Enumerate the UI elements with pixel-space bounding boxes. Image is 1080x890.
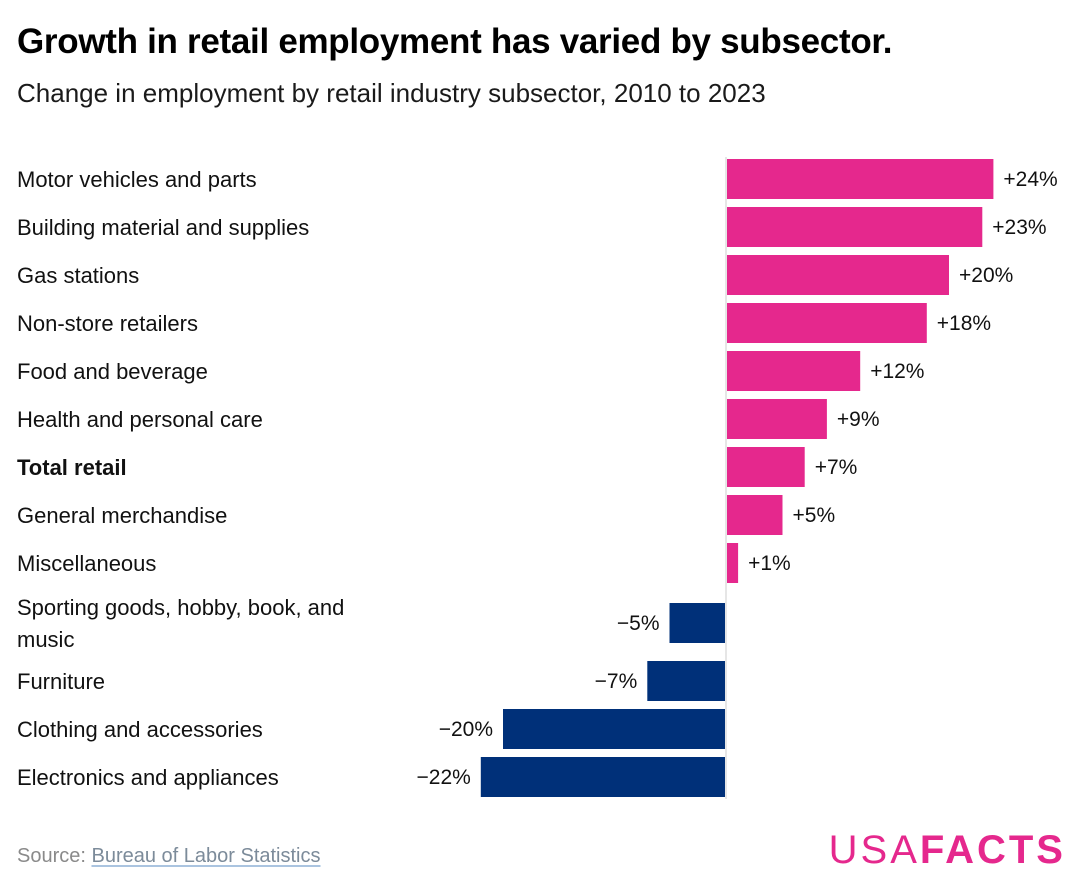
bar	[727, 255, 949, 295]
category-label: Furniture	[17, 669, 105, 694]
logo-facts: FACTS	[919, 828, 1066, 872]
value-label: −22%	[417, 766, 471, 789]
value-label: +23%	[992, 216, 1046, 239]
bar	[727, 495, 783, 535]
value-label: +1%	[748, 552, 791, 575]
source-link[interactable]: Bureau of Labor Statistics	[91, 845, 321, 867]
bar	[727, 159, 994, 199]
bar	[669, 603, 725, 643]
bar	[727, 303, 927, 343]
category-label: Non-store retailers	[17, 311, 198, 336]
value-label: +7%	[815, 456, 858, 479]
bar	[480, 757, 725, 797]
category-label: Clothing and accessories	[17, 717, 263, 742]
bar	[727, 543, 739, 583]
value-label: +9%	[837, 408, 880, 431]
category-label: Health and personal care	[17, 407, 263, 432]
category-label: General merchandise	[17, 503, 227, 528]
category-label: Miscellaneous	[17, 551, 156, 576]
category-label: Motor vehicles and parts	[17, 167, 257, 192]
bar	[647, 661, 725, 701]
category-label: Food and beverage	[17, 359, 208, 384]
bar	[503, 709, 725, 749]
value-label: −7%	[595, 670, 638, 693]
category-label: Building material and supplies	[17, 215, 309, 240]
category-label: music	[17, 627, 74, 652]
bar	[727, 207, 983, 247]
bar	[727, 351, 861, 391]
category-label: Total retail	[17, 455, 127, 480]
source-prefix: Source:	[17, 845, 92, 867]
value-label: +18%	[937, 312, 991, 335]
category-label: Electronics and appliances	[17, 765, 279, 790]
usafacts-logo: USAFACTS	[829, 828, 1066, 873]
value-label: +24%	[1003, 168, 1057, 191]
bar	[727, 399, 827, 439]
logo-usa: USA	[828, 828, 920, 872]
value-label: +20%	[959, 264, 1013, 287]
value-label: −20%	[439, 718, 493, 741]
category-label: Gas stations	[17, 263, 139, 288]
chart-subtitle: Change in employment by retail industry …	[17, 78, 766, 108]
bar	[727, 447, 805, 487]
source-note: Source: Bureau of Labor Statistics	[17, 845, 321, 868]
value-label: +5%	[793, 504, 836, 527]
value-label: +12%	[870, 360, 924, 383]
value-label: −5%	[617, 612, 660, 635]
category-label: Sporting goods, hobby, book, and	[17, 595, 344, 620]
chart-title: Growth in retail employment has varied b…	[17, 22, 893, 61]
bar-chart: +24% Motor vehicles and parts +23% Building…	[17, 157, 1058, 799]
